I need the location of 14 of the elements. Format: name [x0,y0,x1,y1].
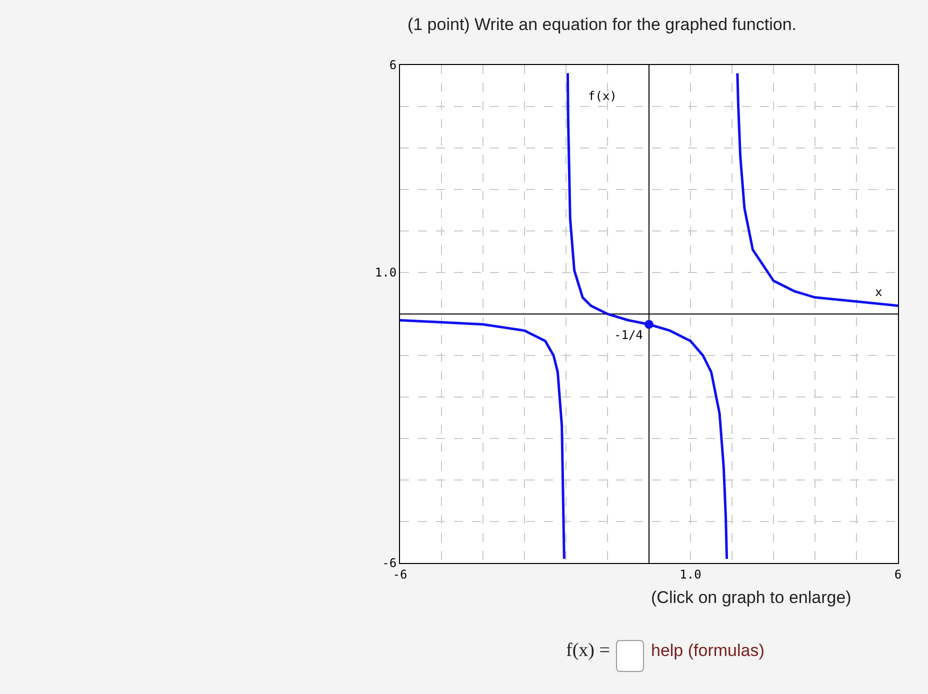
x-tick-label: 6 [894,567,902,582]
y-tick-label: 6 [389,58,397,72]
line-series [566,72,728,560]
text: help (formulas) [651,641,764,660]
text: f(x) = [566,640,610,661]
line-series [400,318,566,560]
chart-title: (1 point) Write an equation for the graphed function. [407,15,797,34]
text: (Click on graph to enlarge) [651,588,852,607]
y-axis-title: f(x) [588,89,617,103]
y-tick-label: 1.0 [374,266,397,280]
x-axis-title: x [875,285,882,299]
line-series [736,72,898,307]
annotation: -1/4 [614,328,643,342]
x-tick-label: 1.0 [680,567,702,582]
